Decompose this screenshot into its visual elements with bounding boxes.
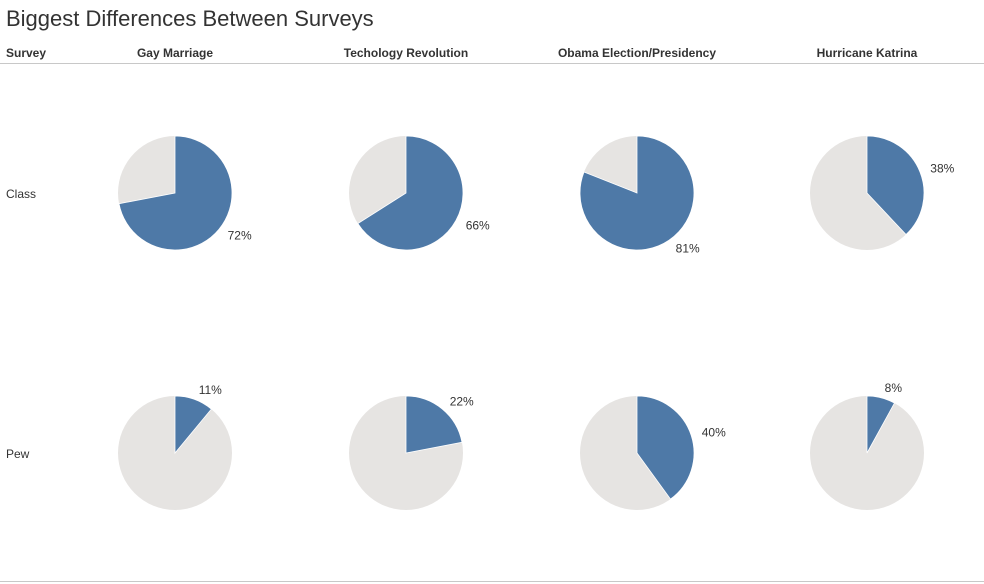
pie-value-label-class-hurricane-katrina: 38% <box>930 161 954 175</box>
column-header-obama-election: Obama Election/Presidency <box>557 46 717 60</box>
row-header-label: Survey <box>6 46 47 60</box>
pie-value-label-pew-techology-revolution: 22% <box>450 394 474 408</box>
pie-value-slice-class-hurricane-katrina <box>866 135 925 236</box>
header-divider <box>0 63 984 64</box>
pie-value-slice-class-gay-marriage <box>118 135 233 251</box>
column-header-hurricane-katrina: Hurricane Katrina <box>816 46 918 60</box>
chart-title: Biggest Differences Between Surveys <box>6 6 374 31</box>
pie-value-label-class-obama-election-presidency: 81% <box>676 241 700 255</box>
pie-value-slice-pew-gay-marriage <box>174 395 212 455</box>
pie-value-slice-pew-techology-revolution <box>405 395 463 454</box>
pie-value-label-pew-gay-marriage: 11% <box>199 383 222 397</box>
pie-value-slice-pew-obama-election-presidency <box>636 395 695 500</box>
pie-value-label-class-techology-revolution: 66% <box>466 218 490 232</box>
column-header-gay-marriage: Gay Marriage <box>136 46 214 60</box>
column-header-row: Survey Gay Marriage Techology Revolution… <box>0 44 984 64</box>
bottom-divider <box>0 581 984 582</box>
row-label-class: Class <box>6 187 37 201</box>
pie-value-slice-class-techology-revolution <box>357 135 464 251</box>
pie-value-slice-pew-hurricane-katrina <box>866 395 896 454</box>
pie-value-label-pew-obama-election-presidency: 40% <box>702 425 726 439</box>
column-header-technology-revolution: Techology Revolution <box>343 46 469 60</box>
row-label-pew: Pew <box>6 447 30 461</box>
pie-value-label-pew-hurricane-katrina: 8% <box>885 381 903 395</box>
pie-value-label-class-gay-marriage: 72% <box>228 229 252 243</box>
pie-value-slice-class-obama-election-presidency <box>579 135 695 251</box>
